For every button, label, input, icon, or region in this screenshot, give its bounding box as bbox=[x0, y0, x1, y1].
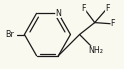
Text: F: F bbox=[111, 19, 115, 28]
Text: Br: Br bbox=[5, 30, 14, 39]
Text: N: N bbox=[55, 9, 61, 18]
Text: F: F bbox=[82, 4, 86, 12]
Text: NH₂: NH₂ bbox=[88, 46, 103, 55]
Text: F: F bbox=[105, 4, 110, 12]
